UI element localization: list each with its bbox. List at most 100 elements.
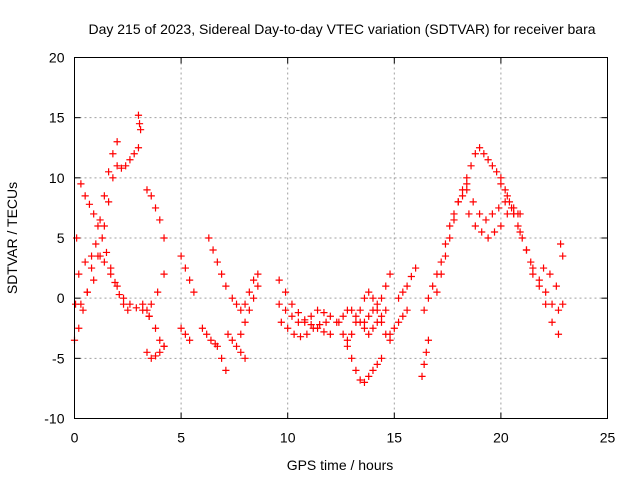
data-point [288,300,296,308]
data-point [348,306,356,314]
data-point [245,288,253,296]
data-point [386,270,394,278]
data-point [288,312,296,320]
data-point [403,282,411,290]
data-point [450,216,458,224]
data-point [559,252,567,260]
data-point [147,300,155,308]
series-track-17 [237,282,262,338]
series-track-8 [145,312,168,350]
data-point [546,270,554,278]
data-point [554,306,563,314]
data-point [135,120,144,128]
data-point [369,366,377,374]
x-tick-label: 5 [177,430,185,446]
data-point [237,330,245,338]
data-point [503,192,511,200]
series-track-24 [360,270,394,326]
data-point [87,264,96,272]
data-point [71,300,80,308]
series-track-5 [134,111,145,134]
y-tick-label: -10 [44,411,64,427]
data-point [316,321,324,329]
data-point [222,366,230,374]
data-point [100,222,108,230]
data-point [190,288,198,296]
data-point [488,210,496,218]
data-point [441,240,450,248]
data-point [126,156,134,164]
data-point [394,294,403,302]
series-track-11 [177,324,194,344]
series-track-20 [277,318,330,341]
data-points [70,111,567,386]
data-point [403,306,411,314]
data-point [412,264,420,272]
data-point [198,324,207,332]
data-point [102,248,111,257]
data-point [296,333,305,341]
data-point [100,192,108,200]
data-point [143,348,151,356]
data-point [377,294,386,302]
data-point [348,354,356,362]
plot-frame [74,57,608,419]
data-point [480,150,488,158]
series-track-36 [556,240,567,260]
series-track-23 [343,288,394,344]
data-point [542,300,550,308]
data-point [290,330,298,338]
data-point [249,276,258,284]
data-point [107,264,115,272]
data-point [559,300,567,308]
data-point [399,288,407,296]
data-point [482,216,490,224]
data-point [548,300,556,308]
data-point [90,276,98,284]
data-point [105,198,113,206]
data-point [382,306,390,314]
y-tick-label: 20 [49,50,65,66]
data-point [81,192,89,200]
data-point [177,252,185,260]
data-point [113,138,121,146]
series-track-13 [205,234,230,290]
data-point [420,306,428,314]
series-track-35 [539,264,567,308]
data-point [356,306,364,314]
data-point [320,328,328,336]
data-point [75,270,83,278]
data-point [294,309,302,317]
data-point [356,376,364,384]
data-point [535,276,543,284]
series-track-22 [339,330,386,386]
x-tick-label: 0 [71,430,79,446]
data-point [377,318,386,326]
data-point [326,312,334,320]
data-point [151,204,160,212]
data-point [343,342,351,350]
series-track-9 [139,270,168,314]
data-point [147,354,155,362]
data-point [119,294,128,302]
data-point [249,294,258,302]
data-point [373,360,381,368]
data-point [458,186,467,194]
data-point [352,312,360,320]
data-point [446,234,454,242]
data-point [360,294,369,302]
data-point [360,324,369,332]
data-point [145,312,153,320]
data-point [136,126,145,134]
data-point [343,336,351,344]
data-point [365,312,373,320]
data-point [352,366,360,374]
data-point [237,348,245,356]
data-point [484,234,492,242]
data-point [109,150,117,158]
data-point [143,306,151,314]
data-point [307,321,315,329]
data-point [156,216,164,224]
data-point [529,270,537,278]
data-point [437,258,445,266]
